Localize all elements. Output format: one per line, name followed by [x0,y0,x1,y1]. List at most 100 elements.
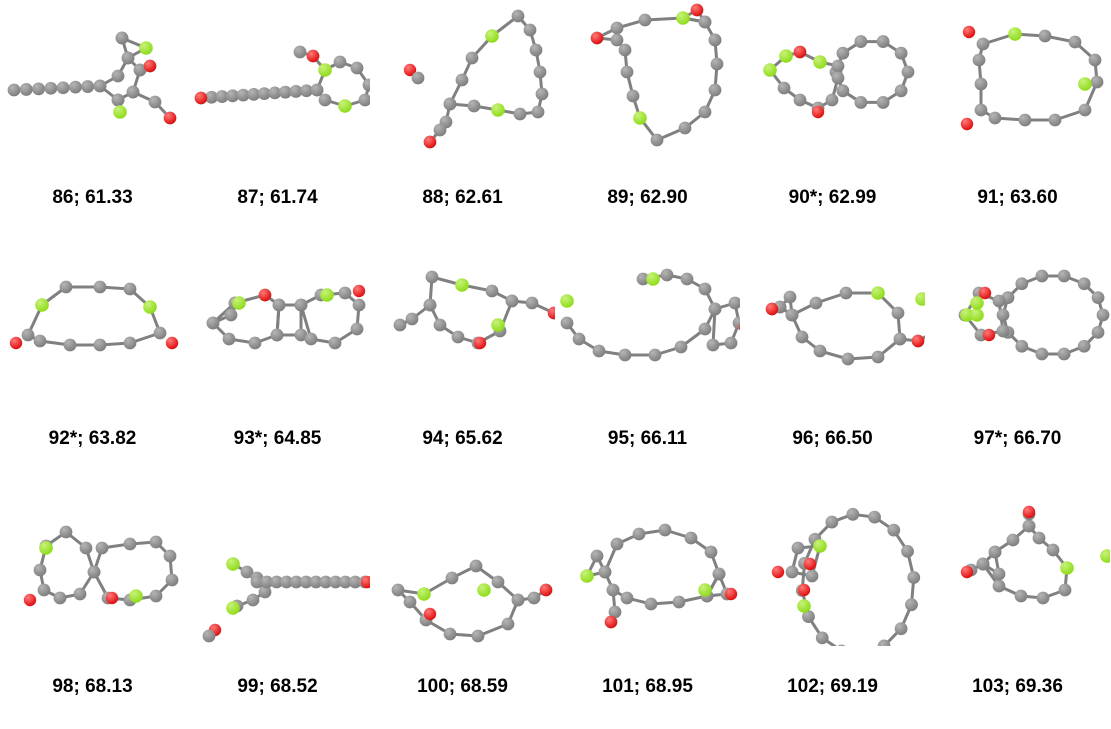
green-atom [485,29,499,43]
carbon-atom [294,328,308,342]
caption-94: 94; 65.62 [422,428,503,449]
oxygen-atom [811,105,825,119]
carbon-atom [876,35,890,48]
atom-layer [391,559,553,643]
carbon-atom [333,55,347,69]
green-atom [871,286,885,300]
carbon-atom [608,605,622,619]
carbon-atom [650,133,664,147]
caption-88: 88; 62.61 [422,187,503,208]
atom-layer [960,25,1104,131]
carbon-atom [680,272,694,286]
structure-cell-89: 89; 62.90 [555,0,740,243]
carbon-atom [988,111,1002,125]
carbon-atom [876,96,890,109]
green-atom [698,583,712,597]
carbon-atom [837,644,846,646]
carbon-atom [93,338,107,352]
structure-cell-100: 100; 68.59 [370,486,555,729]
carbon-atom [248,336,262,350]
oxygen-atom [9,336,23,350]
carbon-atom [636,272,650,286]
green-atom [143,300,157,314]
oxygen-atom [360,575,370,589]
caption-98: 98; 68.13 [52,676,133,697]
atom-layer [580,523,738,629]
carbon-atom [7,83,21,97]
carbon-atom [777,81,791,95]
carbon-atom [1057,269,1071,283]
carbon-atom [809,296,823,310]
carbon-atom [33,334,47,348]
carbon-atom [877,639,891,646]
caption-87: 87; 61.74 [237,187,318,208]
carbon-atom [260,575,274,589]
oxygen-atom [143,59,157,73]
carbon-atom [206,316,220,330]
carbon-atom [350,61,364,75]
structure-cell-96: 96; 66.50 [740,243,925,486]
caption-91: 91; 63.60 [977,187,1058,208]
carbon-atom [121,51,135,65]
green-atom [338,99,352,113]
atom-layer [590,3,724,147]
atom-layer [206,284,366,350]
carbon-atom [318,93,332,107]
carbon-atom [115,31,129,45]
carbon-atom [813,344,827,358]
carbon-atom [887,523,901,537]
carbon-atom [149,589,163,603]
carbon-atom [1036,591,1050,605]
carbon-atom [309,575,323,589]
atom-layer [23,525,179,607]
carbon-atom [674,340,688,354]
carbon-atom [501,617,515,631]
carbon-atom [1068,35,1082,49]
molecule-94 [393,270,555,350]
molecule-103 [960,505,1110,605]
oxygen-atom [982,328,996,342]
green-atom [580,569,594,583]
carbon-atom [894,46,908,60]
structure-cell-94: 94; 65.62 [370,243,555,486]
carbon-atom [610,21,624,35]
atom-layer [763,35,915,119]
green-atom [1008,27,1022,41]
carbon-atom [205,90,218,104]
carbon-atom [610,33,624,47]
carbon-atom [618,348,632,362]
carbon-atom [560,316,574,330]
structure-cell-87: 87; 61.74 [185,0,370,243]
carbon-atom [455,73,469,87]
carbon-atom [247,87,261,101]
oxygen-atom [690,3,704,17]
carbon-atom [215,90,229,103]
carbon-atom [350,322,364,336]
carbon-atom [618,43,632,57]
caption-99: 99; 68.52 [237,676,318,697]
green-atom [1078,77,1092,91]
oxygen-atom [724,587,738,601]
carbon-atom [451,330,465,344]
carbon-atom [393,318,407,332]
carbon-atom [1006,533,1020,547]
molecule-100 [391,559,553,643]
structure-cell-91: 91; 63.60 [925,0,1110,243]
carbon-atom [974,103,988,117]
carbon-atom [224,308,238,322]
carbon-atom [289,85,303,98]
carbon-atom [443,627,457,641]
carbon-atom [698,322,712,336]
green-atom [35,298,49,312]
carbon-atom [358,93,370,107]
carbon-atom [1032,531,1046,545]
carbon-atom [1058,583,1072,597]
carbon-atom [272,298,286,312]
caption-89: 89; 62.90 [607,187,688,208]
molecule-97 [958,269,1110,361]
carbon-atom [93,280,107,294]
caption-92: 92*; 63.82 [48,428,137,449]
carbon-atom [202,629,216,643]
carbon-atom [638,13,652,27]
carbon-atom [300,84,313,98]
